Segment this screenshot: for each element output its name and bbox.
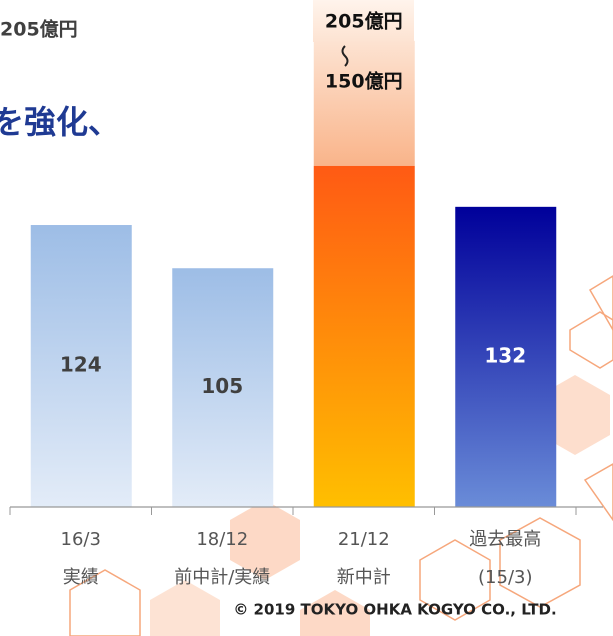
fade-decoration [313,0,414,42]
bar-upper [313,40,415,166]
value-label: 105 [201,374,243,398]
x-tick-label: (15/3) [478,567,532,588]
x-tick-label: 新中計 [337,567,391,588]
x-tick-label: 過去最高 [469,529,541,550]
x-tick-label: 前中計/実績 [174,567,270,588]
bar [172,268,274,507]
value-label: 132 [484,343,526,367]
x-tick-label: 実績 [63,567,99,588]
bar [313,165,415,507]
header-note: 205億円 [0,18,78,41]
header-title: を強化、 [0,103,120,141]
range-symbol [341,45,349,67]
value-label: 150億円 [325,70,403,93]
x-tick-label: 21/12 [338,529,390,550]
chart: 124 16/3 実績 105 18/12 前中計/実績 205億円 150億円 21/12 新中… [9,10,577,588]
bar [455,206,557,507]
copyright: © 2019 TOKYO OHKA KOGYO CO., LTD. [233,601,556,619]
value-label: 124 [60,353,102,377]
value-label: 205億円 [325,10,403,33]
x-tick-label: 16/3 [61,529,101,550]
x-tick-label: 18/12 [196,529,248,550]
bar [30,225,132,508]
hexagon-decoration [69,275,613,636]
